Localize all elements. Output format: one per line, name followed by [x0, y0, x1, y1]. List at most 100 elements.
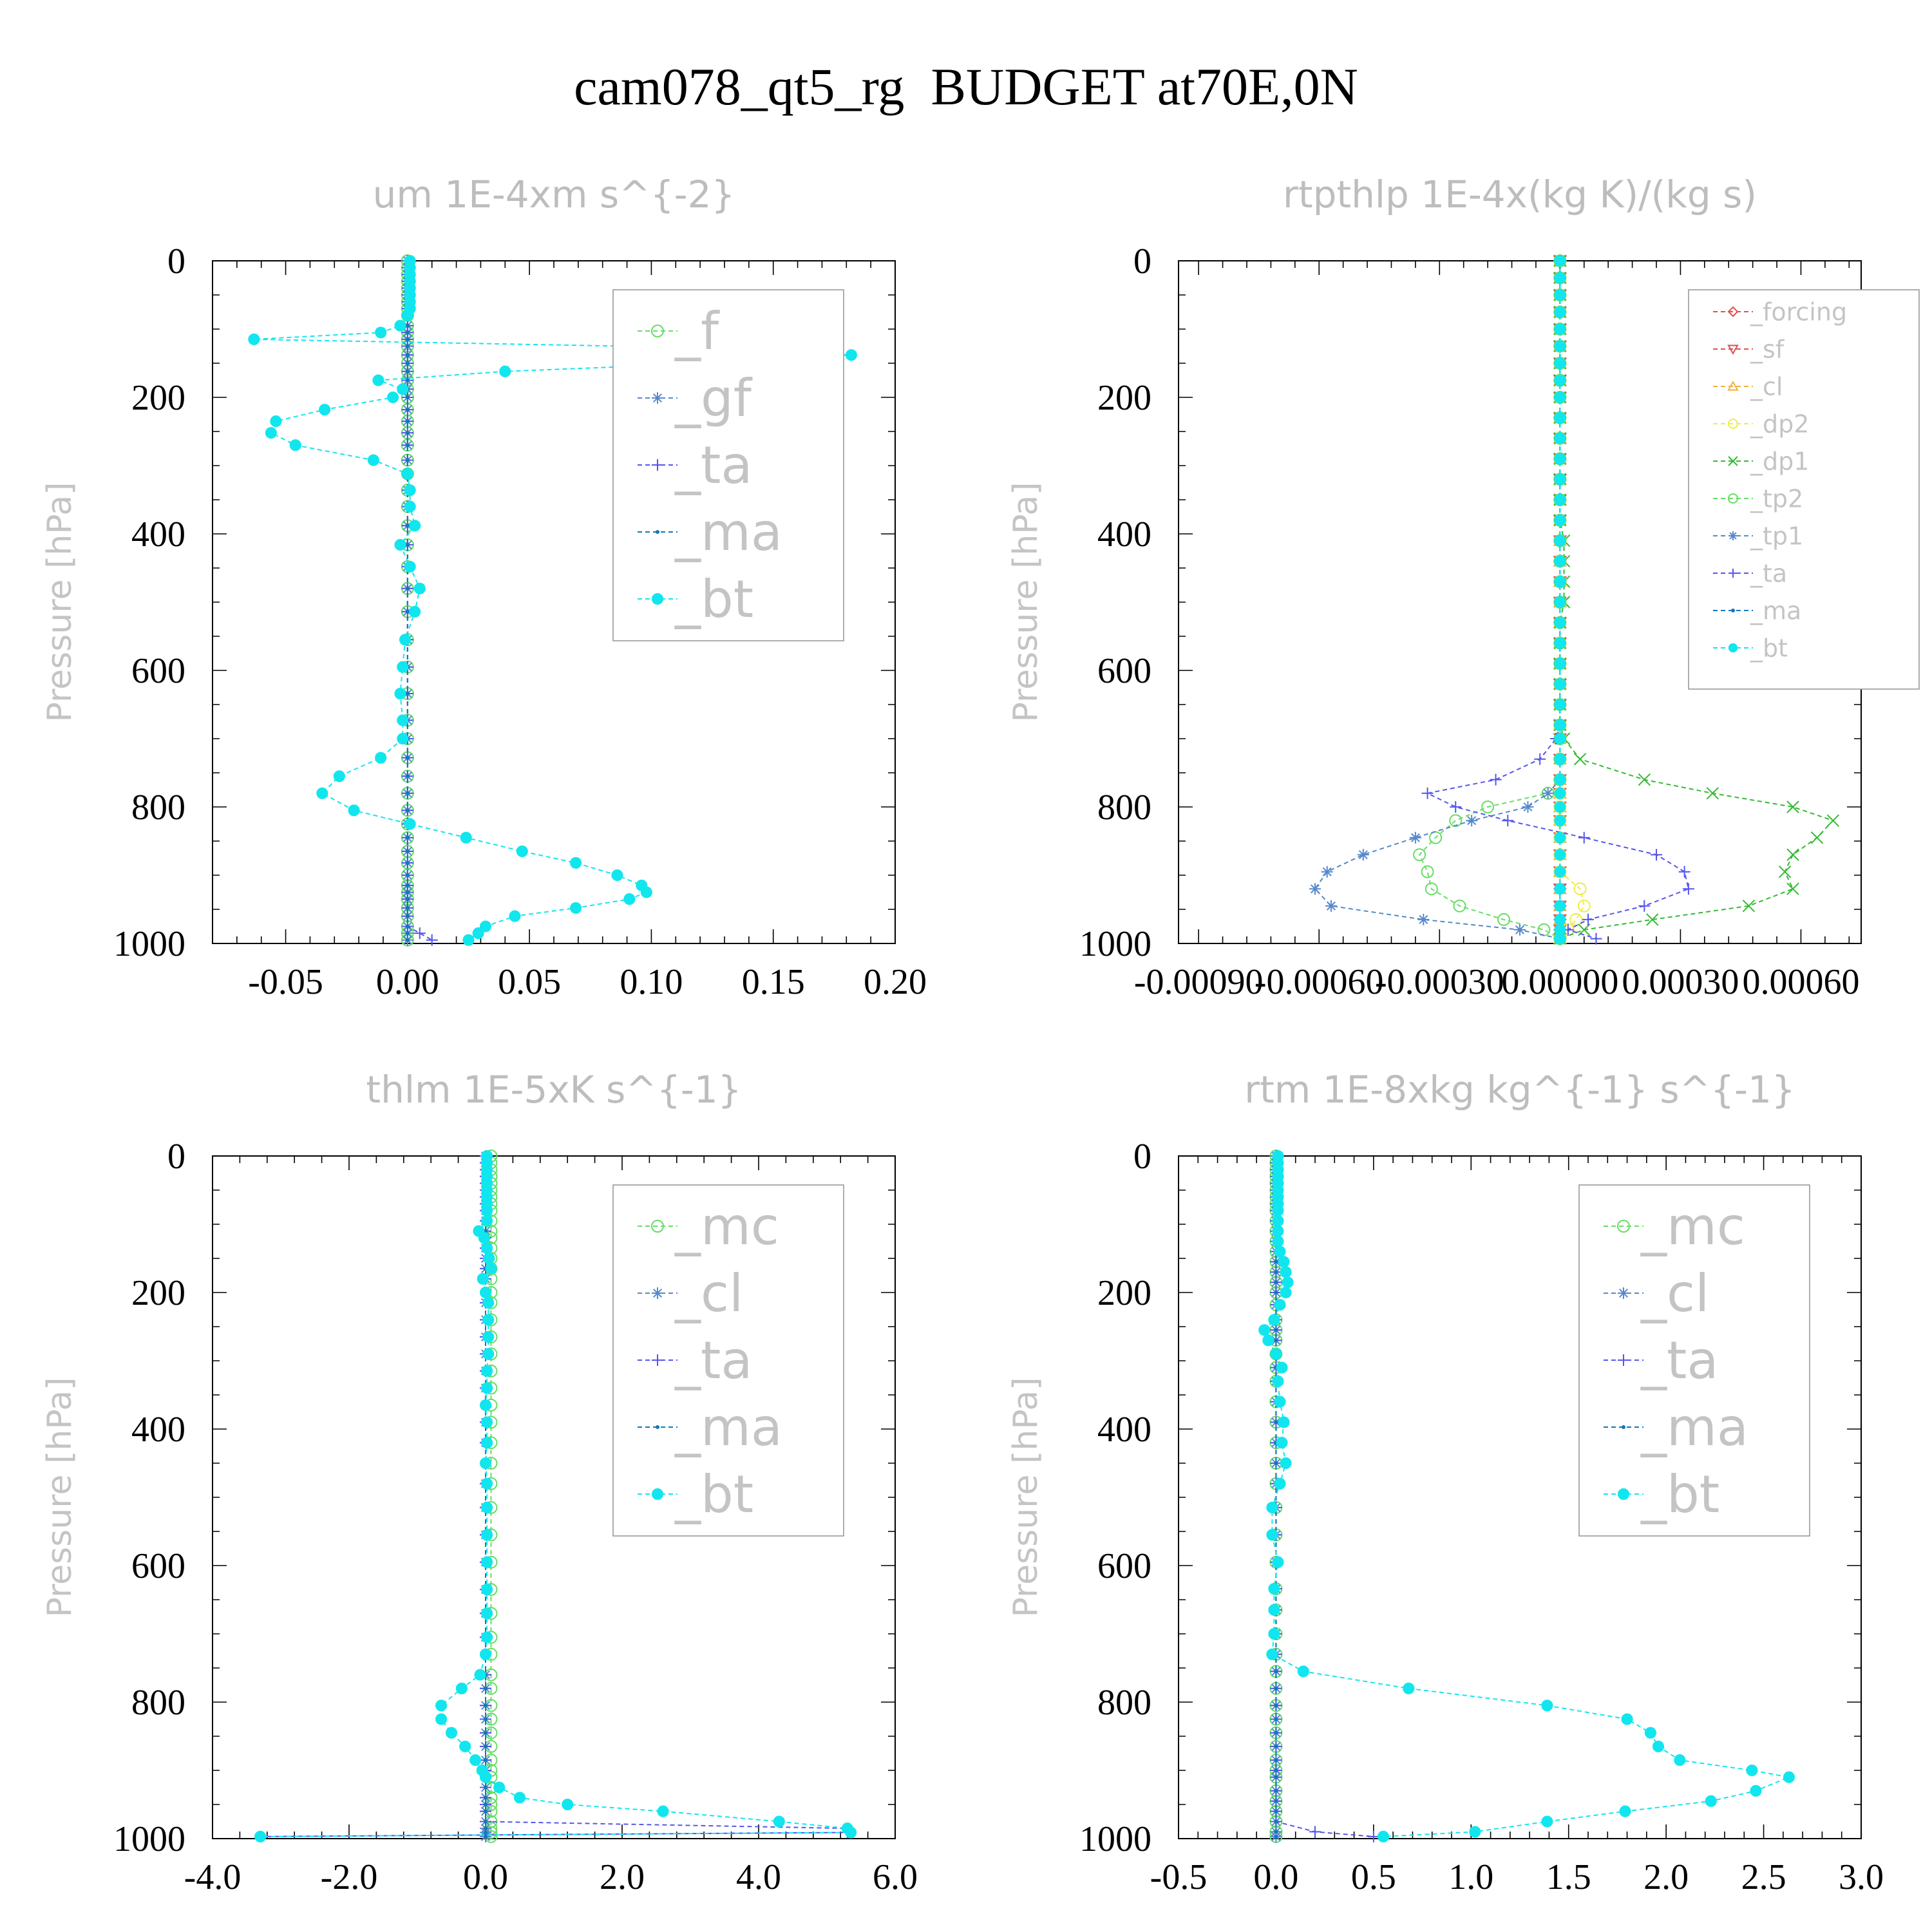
data-point: [1497, 913, 1511, 926]
data-point: [1417, 913, 1430, 925]
legend-item-cl: _cl: [1713, 372, 1783, 401]
data-point: [459, 1740, 471, 1752]
x-tick-label: 2.5: [1741, 1857, 1786, 1897]
x-tick-label: 0.10: [620, 962, 683, 1002]
data-point: [1554, 289, 1566, 301]
data-point: [348, 804, 360, 817]
data-point: [1554, 883, 1566, 895]
data-point: [1554, 555, 1566, 567]
data-point: [472, 927, 484, 940]
legend-item-sf: _sf: [1713, 335, 1785, 363]
data-point: [405, 330, 410, 335]
data-point: [482, 1296, 495, 1309]
legend-marker: [1728, 493, 1738, 504]
data-point: [289, 439, 301, 451]
data-point: [375, 327, 387, 339]
data-point: [484, 1795, 488, 1800]
data-point: [399, 634, 412, 646]
x-tick-label: 1.0: [1448, 1857, 1493, 1897]
data-point: [1274, 1717, 1278, 1721]
data-point: [409, 605, 421, 618]
data-point: [1274, 1799, 1278, 1803]
data-point: [405, 524, 410, 528]
data-point: [413, 927, 426, 940]
legend-marker: [1728, 456, 1738, 466]
data-point: [513, 1792, 526, 1804]
data-point: [1554, 732, 1566, 745]
x-tick-label: -0.00030: [1375, 962, 1504, 1002]
data-point: [1280, 1266, 1292, 1278]
data-point: [484, 1744, 488, 1748]
data-point: [1450, 801, 1462, 813]
data-point: [1554, 576, 1566, 588]
x-tick-label: 0.0: [1253, 1857, 1298, 1897]
data-point: [1325, 900, 1337, 912]
y-tick-label: 200: [131, 1273, 185, 1313]
data-point: [367, 454, 379, 466]
data-point: [1542, 787, 1554, 799]
data-point: [401, 468, 413, 480]
data-point: [1502, 815, 1514, 827]
legend-label: _ma: [1640, 1397, 1748, 1457]
series-ta: [1270, 1150, 1379, 1842]
data-point: [397, 661, 409, 673]
data-point: [479, 1771, 492, 1783]
data-point: [409, 520, 421, 532]
legend-item-ta: _ta: [638, 1331, 752, 1390]
data-point: [1652, 1740, 1665, 1752]
data-point: [1274, 1834, 1278, 1839]
data-point: [1541, 1815, 1553, 1828]
data-point: [479, 1286, 492, 1299]
data-point: [405, 905, 410, 910]
y-tick-label: 800: [131, 1683, 185, 1723]
data-point: [1522, 801, 1534, 813]
legend-item-cl: _cl: [638, 1264, 743, 1323]
data-point: [1638, 900, 1651, 912]
data-point: [657, 1805, 669, 1817]
legend-item-bt: _bt: [1713, 634, 1788, 662]
y-axis-label: Pressure [hPa]: [1007, 482, 1045, 723]
data-point: [1274, 1245, 1286, 1258]
legend-label: _ma: [1750, 596, 1801, 625]
y-tick-label: 600: [1097, 651, 1151, 691]
data-point: [1554, 323, 1566, 336]
data-point: [270, 415, 282, 428]
legend-marker: [652, 1354, 663, 1366]
data-point: [404, 818, 416, 830]
legend-label: _ta: [674, 1331, 752, 1390]
data-point: [479, 920, 492, 933]
series-line: [1418, 261, 1561, 940]
data-point: [562, 1798, 574, 1811]
legend-label: _bt: [1640, 1464, 1719, 1524]
legend-item-f: _f: [638, 301, 720, 361]
data-point: [1554, 596, 1566, 609]
data-point: [1274, 1788, 1278, 1793]
x-tick-label: 2.0: [600, 1857, 645, 1897]
data-point: [333, 770, 345, 782]
series-line: [1314, 261, 1561, 940]
data-point: [493, 1781, 506, 1794]
data-point: [481, 1631, 493, 1643]
data-point: [483, 1252, 495, 1265]
legend-label: _f: [674, 301, 720, 361]
data-point: [1274, 1291, 1278, 1294]
data-point: [405, 692, 410, 696]
y-tick-label: 200: [1097, 378, 1151, 418]
data-point: [1554, 866, 1566, 878]
x-tick-label: 0.20: [864, 962, 927, 1002]
data-point: [1272, 1225, 1284, 1237]
data-point: [405, 897, 410, 902]
data-point: [1274, 1299, 1286, 1311]
data-point: [1276, 1437, 1288, 1449]
data-point: [1403, 1682, 1415, 1694]
data-point: [1266, 1529, 1278, 1541]
data-point: [484, 1229, 488, 1233]
data-point: [1810, 831, 1824, 844]
legend-marker: [652, 1287, 663, 1299]
data-point: [1274, 1328, 1278, 1332]
legend-label: _dp2: [1750, 410, 1809, 438]
x-tick-label: 1.5: [1546, 1857, 1591, 1897]
data-point: [1274, 1703, 1278, 1708]
data-point: [1554, 616, 1566, 629]
legend: _mc _cl _ta _ma _bt: [1578, 1184, 1810, 1537]
